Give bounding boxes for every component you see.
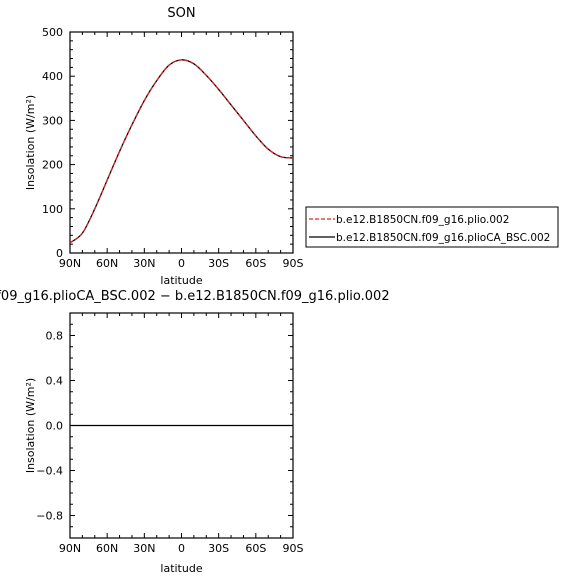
y-tick-label: 100 xyxy=(42,203,63,216)
chart-panel-2: CN.f09_g16.plioCA_BSC.002 − b.e12.B1850C… xyxy=(0,289,390,575)
x-axis-label: latitude xyxy=(160,562,202,575)
y-tick-label: 300 xyxy=(42,114,63,127)
x-tick-label: 30S xyxy=(208,257,229,270)
x-tick-label: 60S xyxy=(245,257,266,270)
y-tick-label: 400 xyxy=(42,70,63,83)
chart-title: SON xyxy=(167,6,195,21)
legend-label-1: b.e12.B1850CN.f09_g16.plio.002 xyxy=(336,214,509,226)
y-tick-label: 0.8 xyxy=(46,330,64,343)
x-tick-label: 60S xyxy=(245,542,266,555)
y-tick-label: 0 xyxy=(56,247,63,260)
legend-box xyxy=(305,206,559,248)
series-line-1 xyxy=(70,59,293,244)
x-tick-label: 90N xyxy=(59,257,81,270)
y-tick-label: −0.4 xyxy=(36,465,63,478)
series-line-2 xyxy=(70,59,293,244)
x-tick-label: 90N xyxy=(59,542,81,555)
y-tick-label: 500 xyxy=(42,26,63,39)
x-axis-label: latitude xyxy=(160,274,202,287)
chart-panel-1: SON 90N 60N 30N 0 30S 60S 90S 0 100 200 300 400 500 la… xyxy=(24,6,559,287)
x-tick-label: 0 xyxy=(178,542,185,555)
y-tick-label: 200 xyxy=(42,159,63,172)
x-tick-label: 30N xyxy=(133,542,155,555)
x-tick-label: 30S xyxy=(208,542,229,555)
chart-title: CN.f09_g16.plioCA_BSC.002 − b.e12.B1850C… xyxy=(0,289,390,304)
legend-label-2: b.e12.B1850CN.f09_g16.plioCA_BSC.002 xyxy=(336,232,550,244)
x-tick-label: 90S xyxy=(283,542,304,555)
x-tick-label: 90S xyxy=(283,257,304,270)
y-tick-label: 0.4 xyxy=(46,375,64,388)
y-axis-label: Insolation (W/m²) xyxy=(24,378,37,473)
x-tick-label: 30N xyxy=(133,257,155,270)
x-tick-label: 0 xyxy=(178,257,185,270)
x-tick-label: 60N xyxy=(96,257,118,270)
y-tick-label: 0.0 xyxy=(46,420,64,433)
legend: b.e12.B1850CN.f09_g16.plio.002 b.e12.B185… xyxy=(305,206,559,248)
x-tick-label: 60N xyxy=(96,542,118,555)
y-axis-label: Insolation (W/m²) xyxy=(24,95,37,190)
y-tick-label: −0.8 xyxy=(36,510,63,523)
plot-frame xyxy=(69,31,294,254)
